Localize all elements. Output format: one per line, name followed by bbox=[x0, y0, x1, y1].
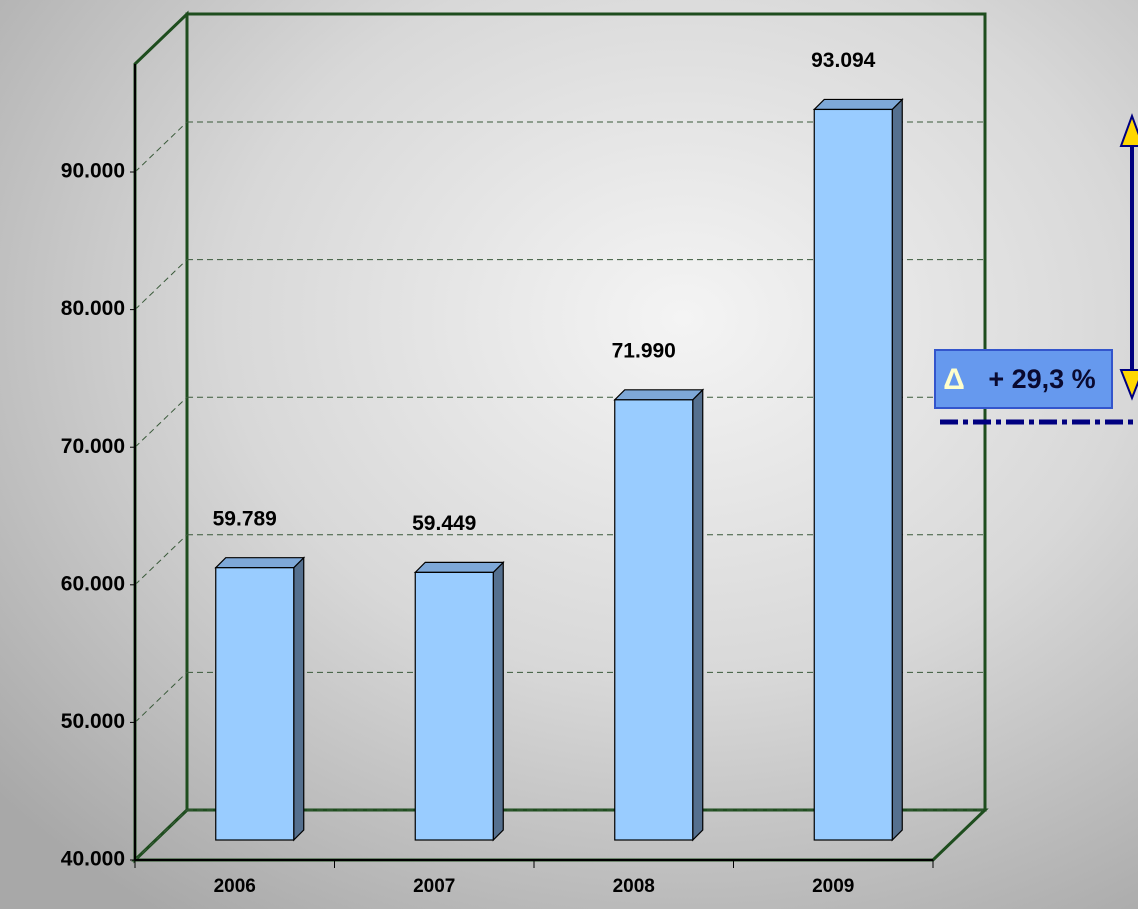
value-label: 59.449 bbox=[412, 512, 476, 535]
y-tick-label: 60.000 bbox=[61, 572, 125, 595]
y-tick-label: 90.000 bbox=[61, 160, 125, 183]
bar-side bbox=[293, 556, 305, 842]
annotation: Δ + 29,3 % bbox=[934, 113, 1138, 425]
y-tick-label: 80.000 bbox=[61, 297, 125, 320]
x-tick-label: 2009 bbox=[812, 876, 854, 897]
grid-line bbox=[134, 396, 188, 448]
bar bbox=[813, 108, 893, 841]
grid-line bbox=[134, 259, 188, 310]
bar-top bbox=[214, 557, 306, 569]
grid-line bbox=[134, 672, 188, 723]
value-label: 59.789 bbox=[213, 507, 277, 530]
x-tick-label: 2007 bbox=[413, 876, 455, 897]
x-tick-label: 2006 bbox=[214, 876, 256, 897]
annotation-box bbox=[934, 349, 1113, 409]
bar-top bbox=[812, 98, 904, 111]
annotation-text: + 29,3 % bbox=[988, 364, 1095, 394]
bar-side bbox=[492, 560, 504, 842]
bar-side bbox=[692, 388, 704, 842]
bar bbox=[614, 399, 694, 841]
value-label: 93.094 bbox=[811, 49, 876, 72]
grid-line bbox=[134, 121, 188, 173]
value-label: 71.990 bbox=[612, 339, 676, 362]
bar-top bbox=[613, 389, 705, 401]
grid-line bbox=[134, 809, 188, 861]
annotation-symbol: Δ bbox=[943, 363, 965, 396]
bar bbox=[414, 571, 494, 841]
y-tick-label: 40.000 bbox=[61, 848, 125, 871]
y-tick-label: 50.000 bbox=[61, 710, 125, 733]
x-tick-label: 2008 bbox=[613, 876, 655, 897]
grid-line bbox=[134, 534, 188, 586]
bar-side bbox=[891, 97, 903, 842]
bar bbox=[215, 567, 295, 841]
y-tick-label: 70.000 bbox=[61, 435, 125, 458]
bar-top bbox=[413, 561, 505, 573]
